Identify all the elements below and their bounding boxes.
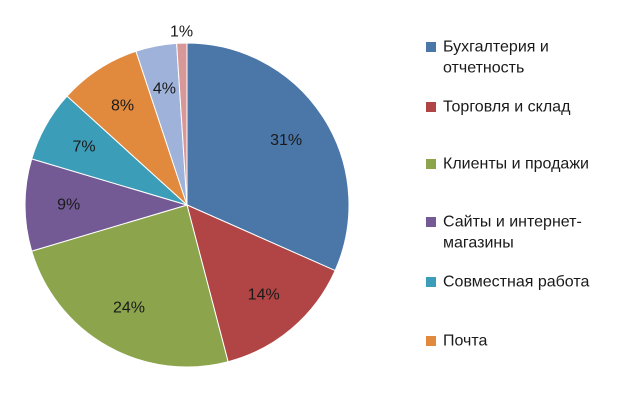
pie-slice-label-0: 31% xyxy=(270,132,302,149)
pie-slice-label-6: 4% xyxy=(153,80,176,97)
pie-slice-label-2: 24% xyxy=(113,300,145,317)
pie-slice-0 xyxy=(186,42,350,272)
legend-swatch-5 xyxy=(426,336,436,346)
pie-slice-3 xyxy=(24,158,189,252)
pie-slice-label-1: 14% xyxy=(248,287,280,304)
legend-label-0-line-0: Бухгалтерия и xyxy=(443,39,549,56)
legend-label-3-line-0: Сайты и интернет- xyxy=(443,214,582,231)
legend-swatch-4 xyxy=(426,277,436,287)
pie-slice-2 xyxy=(31,204,229,368)
pie-slice-labels: 31% 14% 24% 9% 7% 8% 4% 1% xyxy=(57,24,302,317)
legend-label-2-line-0: Клиенты и продажи xyxy=(443,156,589,173)
pie-slice-7 xyxy=(176,42,188,206)
legend-item-5: Почта xyxy=(426,333,488,350)
pie-slice-1 xyxy=(186,204,336,363)
pie-slice-label-5: 8% xyxy=(111,97,134,114)
legend-swatch-2 xyxy=(426,159,436,169)
legend-item-3: Сайты и интернет-магазины xyxy=(426,214,582,252)
legend-item-4: Совместная работа xyxy=(426,274,590,291)
legend: Бухгалтерия и отчетность Торговля и склад К… xyxy=(426,39,590,350)
legend-label-0-line-1: отчетность xyxy=(443,60,524,77)
legend-item-0: Бухгалтерия и отчетность xyxy=(426,39,549,77)
legend-item-2: Клиенты и продажи xyxy=(426,156,589,173)
legend-swatch-0 xyxy=(426,42,436,52)
legend-swatch-1 xyxy=(426,102,436,112)
legend-item-1: Торговля и склад xyxy=(426,99,571,116)
pie-slice-label-3: 9% xyxy=(57,197,80,214)
pie-slice-label-4: 7% xyxy=(72,139,95,156)
legend-label-4-line-0: Совместная работа xyxy=(443,274,590,291)
legend-label-5-line-0: Почта xyxy=(443,333,488,350)
legend-swatch-3 xyxy=(426,217,436,227)
legend-label-3-line-1: магазины xyxy=(443,235,514,252)
legend-label-1-line-0: Торговля и склад xyxy=(443,99,571,116)
pie-slices xyxy=(24,42,350,368)
pie-slice-label-7: 1% xyxy=(170,24,193,41)
